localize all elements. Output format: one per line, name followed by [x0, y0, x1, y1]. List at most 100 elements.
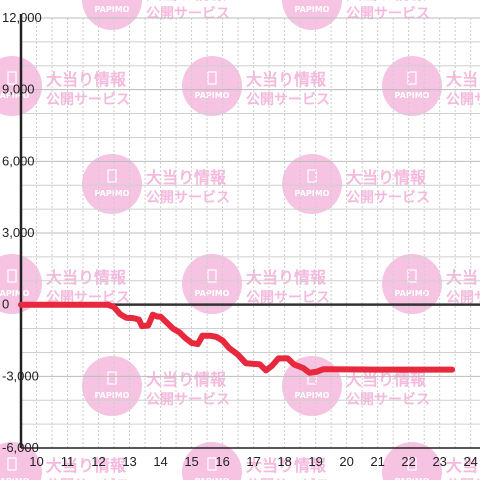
phone-icon: [107, 169, 117, 183]
watermark-logo-circle: [182, 254, 242, 314]
watermark-subtitle: 公開サービス: [446, 92, 480, 108]
watermark-title: 大当り情報: [146, 370, 227, 389]
phone-icon: [207, 269, 217, 283]
x-tick-label: 10: [29, 454, 43, 469]
x-tick-label: 20: [339, 454, 353, 469]
x-tick-label: 24: [463, 454, 477, 469]
watermark-logo-text: PAPIMO: [0, 477, 30, 480]
watermark-title: 大当り情報: [46, 268, 127, 287]
watermark-title: 大当り情報: [446, 268, 480, 287]
watermark-title: 大当り情報: [246, 268, 327, 287]
phone-icon: [407, 269, 417, 283]
watermark-subtitle: 公開サービス: [346, 6, 430, 22]
watermark-title: 大当り情報: [446, 456, 480, 475]
watermark-title: 大当り情報: [46, 70, 127, 89]
watermark-logo-text: PAPIMO: [395, 289, 430, 298]
watermark-subtitle: 公開サービス: [146, 6, 230, 22]
watermark-title: 大当り情報: [46, 456, 127, 475]
watermark-logo-text: PAPIMO: [0, 91, 30, 100]
watermark-logo-circle: [282, 154, 342, 214]
y-tick-label: -6,000: [2, 440, 39, 455]
watermark-title: 大当り情報: [346, 168, 427, 187]
y-tick-label: 9,000: [2, 82, 35, 97]
watermark-logo-circle: [82, 0, 142, 30]
series-line: [18, 301, 456, 376]
x-tick-label: 11: [61, 454, 75, 469]
phone-icon: [107, 371, 117, 385]
watermark-logo-text: PAPIMO: [195, 91, 230, 100]
watermark-subtitle: 公開サービス: [46, 478, 130, 480]
x-tick-label: 17: [246, 454, 260, 469]
x-tick-label: 13: [122, 454, 136, 469]
watermark-logo-circle: [82, 154, 142, 214]
phone-icon: [7, 71, 17, 85]
watermark-subtitle: 公開サービス: [246, 290, 330, 306]
watermark-title: 大当り情報: [346, 370, 427, 389]
watermark-subtitle: 公開サービス: [246, 478, 330, 480]
x-tick-label: 14: [153, 454, 167, 469]
watermark-title: 大当り情報: [446, 70, 480, 89]
watermark-subtitle: 公開サービス: [446, 290, 480, 306]
watermark-logo-text: PAPIMO: [295, 391, 330, 400]
y-tick-label: 3,000: [2, 225, 35, 240]
watermark-logo-text: PAPIMO: [295, 189, 330, 198]
phone-icon: [7, 269, 17, 283]
x-tick-label: 16: [215, 454, 229, 469]
watermark-logo-text: PAPIMO: [95, 391, 130, 400]
phone-icon: [407, 457, 417, 471]
x-tick-label: 18: [277, 454, 291, 469]
watermark-subtitle: 公開サービス: [346, 190, 430, 206]
y-tick-label: -3,000: [2, 368, 39, 383]
x-tick-label: 12: [91, 454, 105, 469]
watermark-title: 大当り情報: [146, 0, 227, 3]
x-tick-label: 22: [401, 454, 415, 469]
watermark-logo-text: PAPIMO: [295, 5, 330, 14]
y-tick-label: 12,000: [2, 10, 42, 25]
series-layer: [18, 301, 456, 376]
watermark-logo-circle: [282, 0, 342, 30]
y-tick-label: 0: [2, 297, 9, 312]
watermark-logo-circle: [382, 442, 442, 480]
phone-icon: [207, 457, 217, 471]
phone-icon: [207, 71, 217, 85]
watermark-logo-text: PAPIMO: [395, 91, 430, 100]
watermark-logo-text: PAPIMO: [195, 477, 230, 480]
watermark-logo-text: PAPIMO: [195, 289, 230, 298]
x-tick-label: 23: [432, 454, 446, 469]
watermark-logo-circle: [382, 254, 442, 314]
watermark-title: 大当り情報: [246, 70, 327, 89]
watermark-title: 大当り情報: [146, 168, 227, 187]
watermark-logo-circle: [382, 56, 442, 116]
phone-icon: [7, 457, 17, 471]
watermark-logo-text: PAPIMO: [0, 289, 30, 298]
watermark-logo-text: PAPIMO: [95, 5, 130, 14]
watermark-logo-circle: [182, 56, 242, 116]
watermark-logo-circle: [182, 442, 242, 480]
x-tick-label: 19: [308, 454, 322, 469]
x-tick-label: 21: [370, 454, 384, 469]
watermark-title: 大当り情報: [346, 0, 427, 3]
watermark-subtitle: 公開サービス: [446, 478, 480, 480]
y-tick-label: 6,000: [2, 153, 35, 168]
x-tick-label: 15: [184, 454, 198, 469]
phone-icon: [407, 71, 417, 85]
watermark-logo-circle: [82, 356, 142, 416]
watermark-subtitle: 公開サービス: [146, 190, 230, 206]
watermark-subtitle: 公開サービス: [46, 92, 130, 108]
watermark-logo-text: PAPIMO: [95, 189, 130, 198]
watermark-title: 大当り情報: [246, 456, 327, 475]
